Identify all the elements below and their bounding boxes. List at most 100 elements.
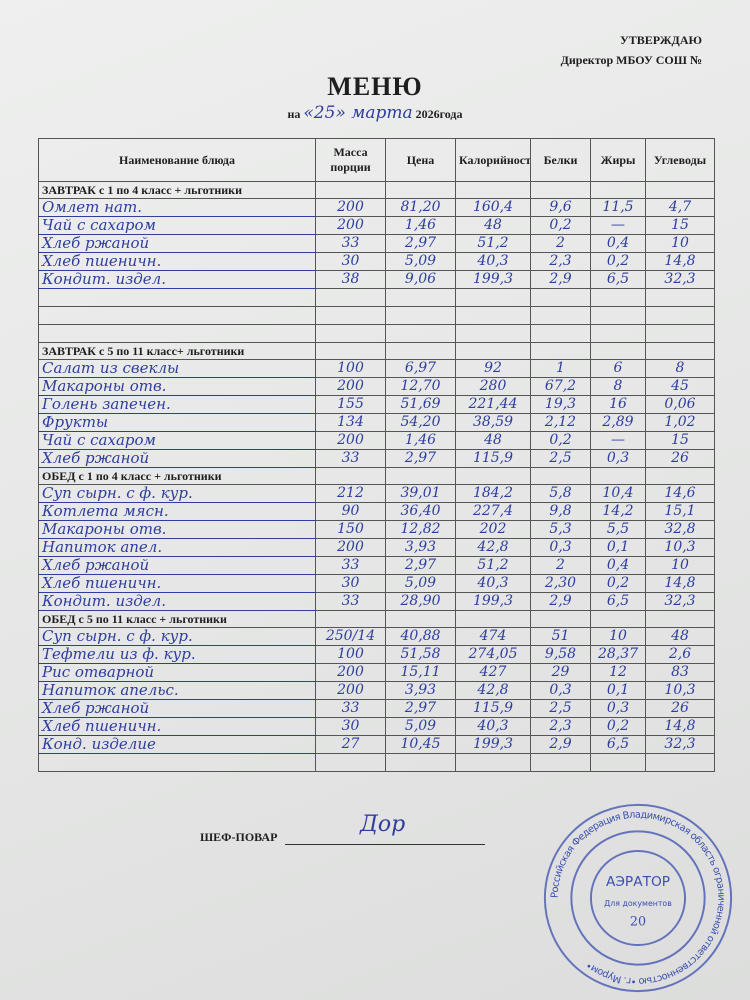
empty-cell bbox=[645, 288, 715, 307]
table-row: Котлета мясн. 90 36,40 227,4 9,8 14,2 15,1 bbox=[38, 502, 715, 521]
cell-proteins: 2 bbox=[530, 556, 591, 575]
empty-cell bbox=[645, 181, 715, 199]
cell-proteins: 9,6 bbox=[530, 198, 591, 217]
cell-mass: 33 bbox=[315, 234, 386, 253]
dish-name: Суп сырн. с ф. кур. bbox=[38, 484, 316, 503]
cell-mass: 200 bbox=[315, 216, 386, 235]
dish-name: Кондит. издел. bbox=[38, 270, 316, 289]
empty-cell bbox=[455, 306, 531, 325]
cell-proteins: 9,8 bbox=[530, 502, 591, 521]
empty-cell bbox=[530, 610, 591, 628]
cell-calories: 427 bbox=[455, 663, 531, 682]
cell-price: 2,97 bbox=[385, 449, 456, 468]
date-line: на «25» марта 2026года bbox=[0, 103, 750, 123]
cell-fats: 6,5 bbox=[590, 735, 646, 754]
cell-mass: 150 bbox=[315, 520, 386, 539]
cell-carbs: 14,8 bbox=[645, 574, 715, 593]
cell-fats: 11,5 bbox=[590, 198, 646, 217]
dish-name: Макароны отв. bbox=[38, 377, 316, 396]
cell-price: 5,09 bbox=[385, 574, 456, 593]
table-row: Хлеб ржаной 33 2,97 115,9 2,5 0,3 26 bbox=[38, 699, 715, 718]
cell-calories: 48 bbox=[455, 431, 531, 450]
empty-cell bbox=[385, 753, 456, 772]
table-row: Конд. изделие 27 10,45 199,3 2,9 6,5 32,3 bbox=[38, 735, 715, 754]
dish-name: Конд. изделие bbox=[38, 735, 316, 754]
cell-mass: 200 bbox=[315, 681, 386, 700]
cell-carbs: 26 bbox=[645, 449, 715, 468]
section-title: ЗАВТРАК с 5 по 11 класс+ льготники bbox=[38, 342, 316, 360]
table-row: Суп сырн. с ф. кур. 250/14 40,88 474 51 10 48 bbox=[38, 627, 715, 646]
cell-fats: — bbox=[590, 216, 646, 235]
cell-proteins: 2,12 bbox=[530, 413, 591, 432]
menu-table: Наименование блюда Масса порции Цена Кал… bbox=[38, 138, 715, 772]
dish-name: Котлета мясн. bbox=[38, 502, 316, 521]
empty-cell bbox=[530, 342, 591, 360]
cell-proteins: 2,5 bbox=[530, 449, 591, 468]
cell-proteins: 2,3 bbox=[530, 717, 591, 736]
cell-fats: 0,1 bbox=[590, 681, 646, 700]
cell-carbs: 32,8 bbox=[645, 520, 715, 539]
empty-row bbox=[38, 288, 715, 307]
empty-cell bbox=[455, 288, 531, 307]
cell-price: 2,97 bbox=[385, 699, 456, 718]
dish-name: Макароны отв. bbox=[38, 520, 316, 539]
cell-proteins: 5,3 bbox=[530, 520, 591, 539]
empty-cell bbox=[38, 306, 316, 325]
empty-cell bbox=[385, 324, 456, 343]
cell-carbs: 10,3 bbox=[645, 681, 715, 700]
cell-fats: 10 bbox=[590, 627, 646, 646]
empty-cell bbox=[315, 288, 386, 307]
cell-price: 51,69 bbox=[385, 395, 456, 414]
dish-name: Фрукты bbox=[38, 413, 316, 432]
dish-name: Кондит. издел. bbox=[38, 592, 316, 611]
cell-fats: 6,5 bbox=[590, 592, 646, 611]
cell-calories: 115,9 bbox=[455, 699, 531, 718]
cell-calories: 280 bbox=[455, 377, 531, 396]
section-title: ОБЕД с 1 по 4 класс + льготники bbox=[38, 467, 316, 485]
col-calories: Калорийность bbox=[455, 138, 531, 182]
section-title: ЗАВТРАК с 1 по 4 класс + льготники bbox=[38, 181, 316, 199]
cell-carbs: 4,7 bbox=[645, 198, 715, 217]
col-name: Наименование блюда bbox=[38, 138, 316, 182]
dish-name: Хлеб пшеничн. bbox=[38, 574, 316, 593]
table-row: Чай с сахаром 200 1,46 48 0,2—15 bbox=[38, 431, 715, 450]
empty-cell bbox=[530, 181, 591, 199]
section-row: ЗАВТРАК с 5 по 11 класс+ льготники bbox=[38, 342, 715, 360]
cell-proteins: 0,3 bbox=[530, 681, 591, 700]
cell-price: 1,46 bbox=[385, 216, 456, 235]
empty-cell bbox=[315, 306, 386, 325]
cell-carbs: 2,6 bbox=[645, 645, 715, 664]
cell-price: 2,97 bbox=[385, 556, 456, 575]
empty-cell bbox=[645, 610, 715, 628]
empty-cell bbox=[385, 306, 456, 325]
cell-fats: 0,2 bbox=[590, 574, 646, 593]
cell-price: 12,82 bbox=[385, 520, 456, 539]
dish-name: Чай с сахаром bbox=[38, 431, 316, 450]
empty-cell bbox=[38, 753, 316, 772]
cell-carbs: 10 bbox=[645, 234, 715, 253]
empty-cell bbox=[590, 181, 646, 199]
table-row: Хлеб пшеничн. 30 5,09 40,3 2,3 0,2 14,8 bbox=[38, 717, 715, 736]
cell-mass: 100 bbox=[315, 359, 386, 378]
cell-proteins: 0,2 bbox=[530, 431, 591, 450]
empty-cell bbox=[645, 342, 715, 360]
cell-fats: 0,1 bbox=[590, 538, 646, 557]
cell-calories: 274,05 bbox=[455, 645, 531, 664]
table-header: Наименование блюда Масса порции Цена Кал… bbox=[38, 138, 715, 182]
cell-price: 39,01 bbox=[385, 484, 456, 503]
cell-carbs: 26 bbox=[645, 699, 715, 718]
cell-carbs: 83 bbox=[645, 663, 715, 682]
cell-proteins: 2,9 bbox=[530, 735, 591, 754]
cell-calories: 48 bbox=[455, 216, 531, 235]
cell-proteins: 19,3 bbox=[530, 395, 591, 414]
empty-cell bbox=[590, 288, 646, 307]
cell-mass: 200 bbox=[315, 538, 386, 557]
approve-label: УТВЕРЖДАЮ bbox=[619, 33, 702, 47]
cell-price: 28,90 bbox=[385, 592, 456, 611]
cell-mass: 30 bbox=[315, 574, 386, 593]
cell-mass: 212 bbox=[315, 484, 386, 503]
cell-calories: 40,3 bbox=[455, 574, 531, 593]
dish-name: Суп сырн. с ф. кур. bbox=[38, 627, 316, 646]
cell-carbs: 32,3 bbox=[645, 735, 715, 754]
cell-calories: 51,2 bbox=[455, 556, 531, 575]
